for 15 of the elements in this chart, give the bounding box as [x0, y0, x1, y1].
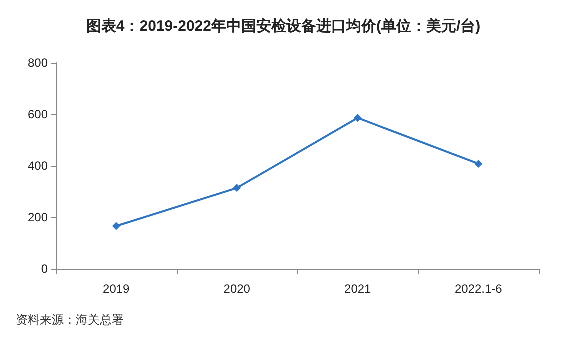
- y-tick-label: 800: [28, 56, 48, 70]
- y-tick-label: 400: [28, 159, 48, 173]
- point: [354, 114, 362, 122]
- point: [233, 184, 242, 192]
- y-tick-label: 0: [41, 262, 48, 276]
- x-tick-label: 2022.1-6: [454, 282, 503, 296]
- x-tick-label: 2021: [344, 282, 372, 296]
- point: [474, 160, 483, 168]
- chart-title: 图表4：2019-2022年中国安检设备进口均价(单位：美元/台): [86, 17, 481, 35]
- y-tick-label: 600: [28, 108, 48, 122]
- y-tick-label: 200: [28, 210, 48, 224]
- text: 资料来源：海关总署: [16, 313, 124, 327]
- x-tick-label: 2019: [103, 282, 130, 296]
- x-tick-label: 2020: [224, 282, 251, 296]
- point: [112, 222, 120, 230]
